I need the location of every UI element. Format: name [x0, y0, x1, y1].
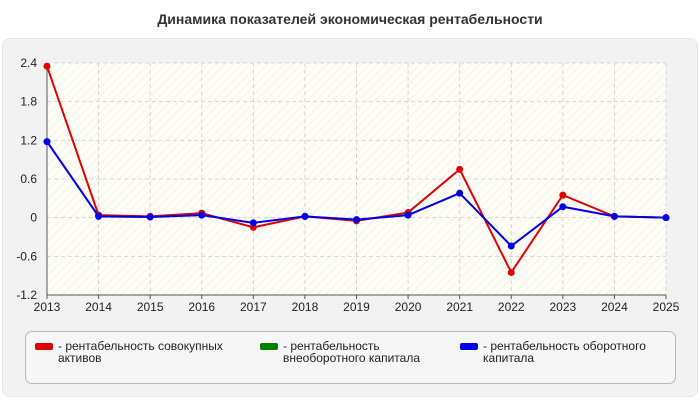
series-point-2	[301, 212, 309, 220]
x-tick-label: 2025	[653, 300, 680, 314]
chart-title: Динамика показателей экономическая рента…	[157, 11, 543, 27]
x-tick-label: 2014	[85, 300, 112, 314]
series-point-2	[662, 214, 670, 222]
x-tick-label: 2023	[549, 300, 576, 314]
y-tick-label: 1.2	[20, 133, 37, 147]
x-tick-label: 2024	[601, 300, 628, 314]
series-point-2	[146, 213, 154, 221]
legend-swatch-blue	[460, 343, 478, 350]
x-tick-label: 2019	[343, 300, 370, 314]
x-tick-label: 2018	[292, 300, 319, 314]
y-tick-label: 0	[30, 211, 37, 225]
x-tick-label: 2016	[188, 300, 215, 314]
x-tick-label: 2017	[240, 300, 267, 314]
x-tick-label: 2013	[34, 300, 61, 314]
legend-item-noncurrent: - рентабельность внеоборотного капитала	[260, 340, 420, 364]
y-tick-label: -1.2	[16, 288, 37, 302]
series-point-2	[95, 212, 103, 220]
x-tick-label: 2022	[498, 300, 525, 314]
series-point-2	[198, 211, 206, 219]
series-point-0	[456, 165, 464, 173]
x-tick-label: 2020	[395, 300, 422, 314]
x-tick-label: 2021	[446, 300, 473, 314]
series-point-2	[559, 203, 567, 211]
legend-item-current: - рентабельность оборотного капитала	[460, 340, 646, 364]
series-point-2	[43, 138, 51, 146]
series-point-0	[507, 268, 515, 276]
legend-label: - рентабельность внеоборотного капитала	[283, 339, 420, 365]
y-tick-label: 1.8	[20, 95, 37, 109]
x-tick-label: 2015	[137, 300, 164, 314]
series-point-2	[249, 219, 257, 227]
series-point-2	[456, 189, 464, 197]
series-point-2	[404, 211, 412, 219]
legend-swatch-red	[35, 343, 53, 350]
legend: - рентабельность совокупных активов - ре…	[25, 331, 676, 384]
series-point-2	[353, 216, 360, 224]
legend-item-assets: - рентабельность совокупных активов	[35, 340, 223, 364]
y-tick-label: -0.6	[16, 249, 37, 263]
series-point-0	[43, 62, 51, 70]
series-point-2	[507, 242, 515, 250]
legend-label: - рентабельность совокупных активов	[58, 339, 223, 365]
series-point-0	[559, 191, 567, 199]
legend-swatch-green	[260, 343, 278, 350]
y-tick-label: 2.4	[20, 56, 37, 70]
y-tick-label: 0.6	[20, 172, 37, 186]
series-point-2	[610, 212, 618, 220]
legend-label: - рентабельность оборотного капитала	[483, 339, 646, 365]
